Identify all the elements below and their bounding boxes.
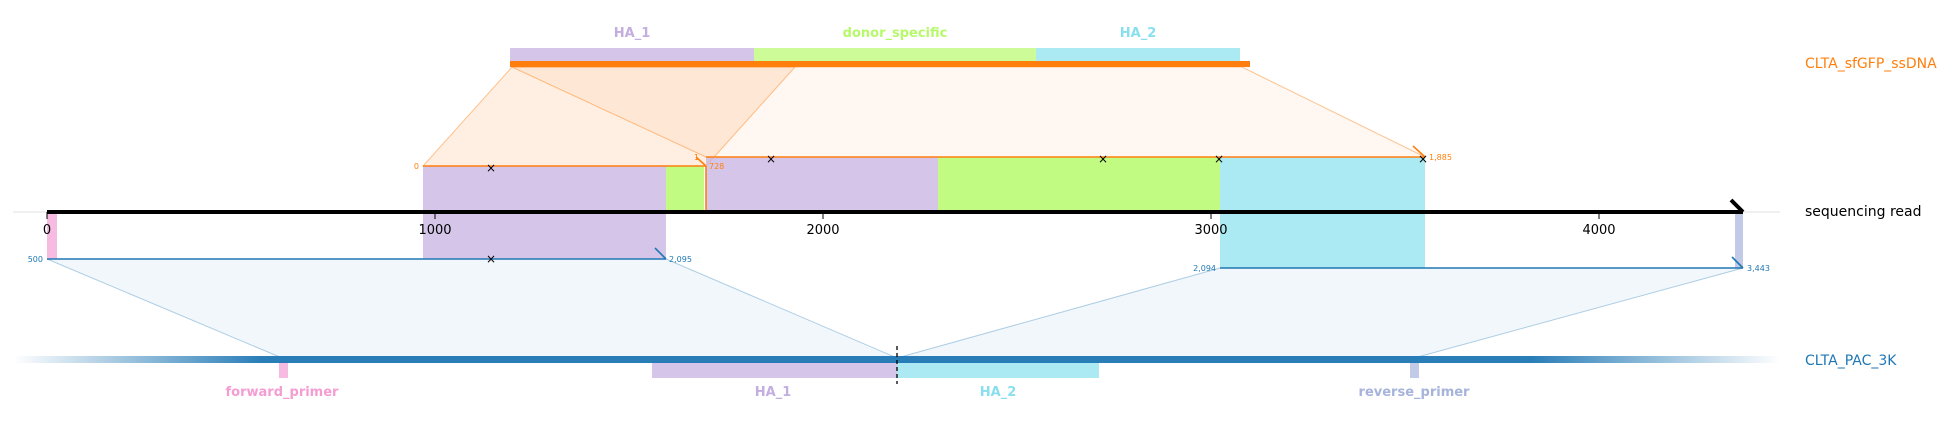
- genome-line: [13, 356, 1780, 363]
- genome-alignment-2-start: 2,094: [1193, 264, 1216, 273]
- genome-forward-primer-label: forward_primer: [226, 385, 340, 400]
- read-forward-primer-fill: [47, 212, 57, 259]
- genome-ha1-bar: [652, 361, 897, 378]
- read-ha1-fill-2: [706, 157, 938, 212]
- donor-alignment-1-arrow: [695, 156, 707, 167]
- donor-label: CLTA_sfGFP_ssDNA: [1805, 56, 1937, 72]
- donor-ha2-label: HA_2: [1120, 26, 1157, 41]
- donor-alignment-2-start: 1: [694, 153, 699, 162]
- mismatch-marker: ×: [1214, 152, 1224, 166]
- read-axis: 0 1000 2000 3000 4000: [43, 212, 1616, 238]
- mismatch-marker: ×: [486, 252, 496, 266]
- genome-alignment-1-end: 2,095: [669, 255, 692, 264]
- donor-alignment-2-end: 1,885: [1429, 153, 1452, 162]
- read-genome-feature-fills: [47, 212, 1743, 268]
- genome-reverse-primer-bar: [1410, 361, 1419, 378]
- read-donor-specific-fill-2: [938, 157, 1220, 212]
- donor-ha1-label: HA_1: [614, 26, 651, 41]
- genome-ha2-label: HA_2: [980, 385, 1017, 400]
- genome-ha1-label: HA_1: [755, 385, 792, 400]
- read-ha1-fill-1: [423, 166, 666, 212]
- genome-alignment-1-start: 500: [28, 255, 43, 264]
- donor-specific-bar: [754, 48, 1036, 63]
- read-ha1-fill-lower: [423, 212, 666, 259]
- genome-alignments: 500 2,095 2,094 3,443 ×: [28, 247, 1770, 273]
- read-tick-label: 4000: [1582, 223, 1615, 238]
- genome-projection-1: [46, 258, 898, 359]
- read-label: sequencing read: [1805, 204, 1921, 220]
- donor-specific-label: donor_specific: [843, 26, 948, 41]
- read-arrow: [1729, 198, 1745, 214]
- genome-alignment-1-arrow: [654, 247, 667, 260]
- mismatch-marker: ×: [766, 152, 776, 166]
- genome-alignment-2-arrow: [1731, 256, 1744, 269]
- read-donor-specific-fill-1: [666, 166, 704, 212]
- mismatch-marker: ×: [1418, 152, 1428, 166]
- genome-projection-2: [896, 267, 1744, 359]
- genome-alignment-2-end: 3,443: [1747, 264, 1770, 273]
- donor-alignment-2-arrow: [1412, 145, 1426, 158]
- read-ha2-fill-lower: [1220, 212, 1425, 268]
- genome-reverse-primer-label: reverse_primer: [1359, 385, 1471, 400]
- read-tick-label: 0: [43, 223, 51, 238]
- genome-forward-primer-bar: [279, 361, 288, 378]
- donor-alignment-1-start: 0: [414, 162, 419, 171]
- genome-features: forward_primer HA_1 HA_2 reverse_primer: [226, 361, 1471, 400]
- read-tick-label: 1000: [418, 223, 451, 238]
- donor-ha2-bar: [1036, 48, 1240, 63]
- donor-alignments: 0 728 1 1,885 × × × × ×: [414, 145, 1452, 212]
- donor-alignment-1-end: 728: [709, 162, 724, 171]
- read-tick-label: 3000: [1194, 223, 1227, 238]
- mismatch-marker: ×: [486, 161, 496, 175]
- read-donor-feature-fills: [423, 157, 1425, 212]
- read-tick-label: 2000: [806, 223, 839, 238]
- donor-features: HA_1 donor_specific HA_2: [510, 26, 1240, 63]
- donor-line: [510, 61, 1250, 67]
- genome-ha2-bar: [897, 361, 1099, 378]
- read-ha2-fill-2: [1220, 157, 1425, 212]
- read-reverse-primer-fill: [1735, 212, 1743, 268]
- mismatch-marker: ×: [1098, 152, 1108, 166]
- genome-label: CLTA_PAC_3K: [1805, 353, 1897, 369]
- donor-ha1-bar: [510, 48, 754, 63]
